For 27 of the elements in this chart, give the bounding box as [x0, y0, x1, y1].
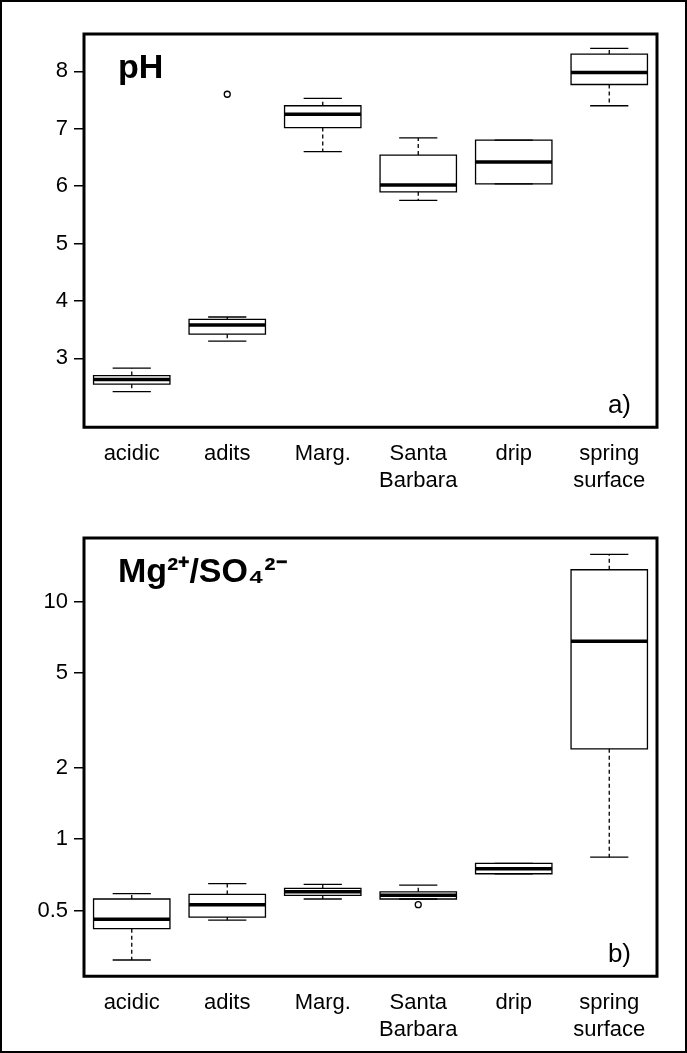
y-tick-label: 1 — [55, 825, 68, 851]
x-tick-label: drip — [495, 989, 533, 1015]
y-tick-label: 3 — [55, 344, 68, 370]
y-tick-label: 6 — [55, 172, 68, 198]
y-tick-label: 8 — [55, 57, 68, 83]
y-tick-label: 2 — [55, 753, 68, 779]
x-tick-label: acidic — [103, 989, 160, 1015]
y-tick-label: 4 — [55, 286, 68, 312]
y-tick-label: 7 — [55, 114, 68, 140]
y-tick-label: 5 — [55, 659, 68, 685]
chart-title: Mg²⁺/SO₄²⁻ — [118, 551, 287, 590]
x-tick-label: Santa Barbara — [379, 440, 459, 492]
y-tick-label: 10 — [43, 587, 68, 613]
y-tick-label: 0.5 — [37, 896, 68, 922]
x-tick-label: Santa Barbara — [379, 989, 459, 1041]
annotation: a) — [607, 389, 631, 420]
chart-title: pH — [118, 47, 164, 86]
x-tick-label: acidic — [103, 440, 160, 466]
x-tick-label: spring surface — [573, 440, 646, 492]
x-tick-label: adits — [204, 440, 251, 466]
x-tick-label: adits — [204, 989, 251, 1015]
x-tick-label: Marg. — [294, 989, 351, 1015]
x-tick-label: Marg. — [294, 440, 351, 466]
x-tick-label: spring surface — [573, 989, 646, 1041]
y-tick-label: 5 — [55, 229, 68, 255]
annotation: b) — [607, 938, 631, 969]
x-tick-label: drip — [495, 440, 533, 466]
